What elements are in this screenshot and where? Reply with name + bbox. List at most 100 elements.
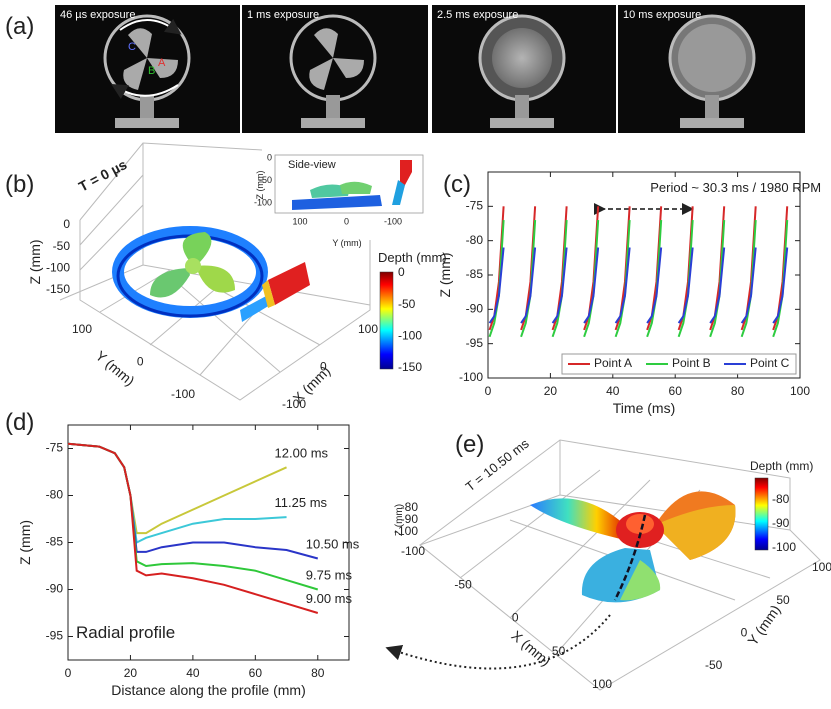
exposure-label: 10 ms exposure [623, 9, 701, 21]
exposure-label: 2.5 ms exposure [437, 9, 518, 21]
tick-label: -90 [772, 516, 790, 530]
axis-label: Z (mm) [27, 239, 43, 284]
tick-label: -50 [398, 297, 416, 311]
x-tick-label: 40 [186, 666, 200, 680]
point-label: A [158, 57, 166, 69]
x-tick-label: 20 [124, 666, 138, 680]
series-line [488, 206, 789, 331]
y-tick-label: -90 [466, 302, 484, 316]
tick-label: -80 [401, 500, 419, 514]
tick-label: 100 [358, 322, 378, 336]
inset [274, 154, 424, 214]
x-tick-label: 0 [485, 384, 492, 398]
series-line [488, 247, 789, 324]
y-axis-label: Z (mm) [437, 252, 453, 297]
panel-label: (d) [5, 409, 34, 436]
panel-a: (a) 46 µs exposure 1 ms exposure 2.5 ms … [5, 5, 805, 133]
colorbar-label: Depth (mm) [750, 459, 813, 473]
annotation: Radial profile [76, 623, 175, 642]
series-line [488, 220, 789, 338]
axis-label: Y (mm) [332, 238, 361, 248]
tick-label: -100 [398, 329, 422, 343]
series-line [67, 442, 319, 614]
tick-label: -100 [384, 216, 402, 226]
tick-label: -50 [454, 577, 472, 591]
x-axis-label: Distance along the profile (mm) [111, 682, 306, 698]
photo [55, 5, 805, 133]
legend-label: Point C [750, 356, 790, 370]
y-tick-label: -80 [466, 233, 484, 247]
tick-label: 100 [72, 322, 92, 336]
y-axis-label: Z (mm) [17, 520, 33, 565]
tick-label: 0 [398, 265, 405, 279]
tick-label: 0 [137, 355, 144, 369]
y-tick-label: -85 [466, 267, 484, 281]
series-line [67, 442, 287, 545]
tick-label: -100 [772, 540, 796, 554]
y-tick-label: -95 [466, 336, 484, 350]
tick-label: -100 [401, 544, 425, 558]
tick-label: -100 [282, 397, 306, 411]
y-tick-label: -75 [466, 199, 484, 213]
colorbar [379, 271, 394, 370]
tick-label: -150 [46, 282, 70, 296]
panel-label: (e) [455, 431, 484, 458]
line-label: 10.50 ms [306, 536, 360, 551]
line-label: 9.00 ms [306, 591, 353, 606]
panel-label: (c) [443, 171, 471, 198]
tick-label: 50 [776, 593, 790, 607]
tick-label: -50 [53, 239, 71, 253]
tick-label: -100 [394, 524, 418, 538]
y-tick-label: -85 [46, 535, 64, 549]
point-label: C [128, 41, 136, 53]
tick-label: 0 [512, 611, 519, 625]
fan-surface [112, 226, 310, 322]
y-tick-label: -80 [46, 488, 64, 502]
panel-b: (b) T = 0 µs Z (mm) Y (mm) X (mm) Depth … [5, 142, 447, 406]
x-tick-label: 60 [249, 666, 263, 680]
line-label: 11.25 ms [275, 495, 328, 510]
tick-label: 100 [292, 216, 307, 226]
y-tick-label: -95 [46, 629, 64, 643]
x-tick-label: 80 [311, 666, 325, 680]
exposure-label: 46 µs exposure [60, 9, 135, 21]
inset-title: Side-view [288, 159, 336, 171]
y-tick-label: -90 [46, 582, 64, 596]
x-tick-label: 0 [65, 666, 72, 680]
tick-label: -90 [401, 512, 419, 526]
line-label: 12.00 ms [275, 445, 329, 460]
legend [561, 353, 797, 375]
line-label: 9.75 ms [306, 568, 353, 583]
legend-label: Point A [594, 356, 632, 370]
colorbar [754, 477, 769, 551]
panel-label: (a) [5, 13, 34, 40]
tick-label: -100 [171, 387, 195, 401]
exposure-label: 1 ms exposure [247, 9, 319, 21]
x-tick-label: 100 [790, 384, 810, 398]
axis-label: Y (mm) [93, 347, 138, 389]
time-label: T = 0 µs [76, 156, 130, 195]
propeller-surface [385, 491, 736, 670]
legend-label: Point B [672, 356, 711, 370]
point-label: B [148, 65, 155, 77]
tick-label: 50 [552, 644, 566, 658]
y-tick-label: -100 [459, 370, 483, 384]
axis-label: X (mm) [508, 627, 553, 669]
annotation: Period ~ 30.3 ms / 1980 RPM [650, 180, 821, 195]
tick-label: 100 [812, 560, 831, 574]
x-tick-label: 60 [669, 384, 683, 398]
x-axis-label: Time (ms) [613, 400, 675, 416]
tick-label: 0 [344, 216, 349, 226]
tick-label: 100 [592, 677, 612, 691]
tick-label: -50 [259, 175, 272, 185]
tick-label: -100 [46, 261, 70, 275]
tick-label: 0 [320, 360, 327, 374]
panel-label: (b) [5, 171, 34, 198]
x-tick-label: 40 [606, 384, 620, 398]
tick-label: 0 [267, 152, 272, 162]
tick-label: 0 [741, 626, 748, 640]
tick-label: 0 [63, 217, 70, 231]
tick-label: -80 [772, 492, 790, 506]
